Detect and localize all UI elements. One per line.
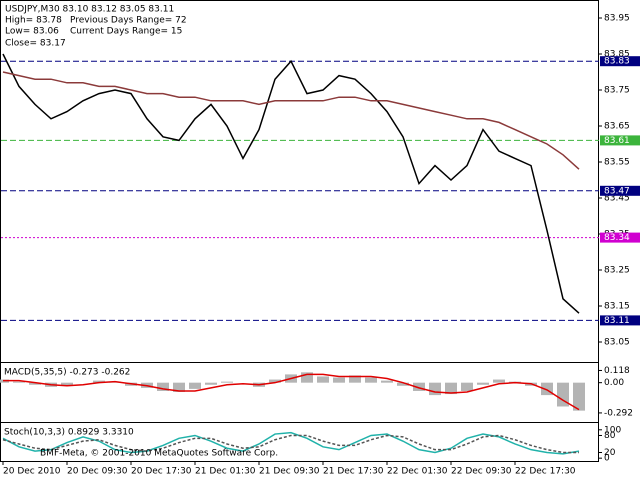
price-label: 83.47	[604, 186, 630, 196]
price-label: 83.83	[604, 57, 630, 67]
annotation: BMF-Meta, © 2001-2010 MetaQuotes Softwar…	[40, 449, 278, 459]
y-tick-label: -0.292	[604, 408, 633, 418]
y-tick-label: 83.95	[604, 14, 630, 24]
price-label-box	[600, 56, 640, 67]
y-tick-label: 0	[604, 454, 610, 464]
histogram-bar	[173, 382, 185, 392]
histogram-bar	[189, 382, 201, 389]
y-tick-label: 80	[604, 431, 616, 441]
histogram-bar	[413, 382, 425, 391]
x-tick-label: 21 Dec 09:30	[259, 467, 320, 477]
histogram-bar	[445, 382, 457, 395]
x-tick-label: 20 Dec 09:30	[67, 467, 128, 477]
price-label-box	[600, 185, 640, 196]
plot-frame	[0, 0, 599, 462]
annotation: Close= 83.17	[5, 39, 66, 49]
histogram-bar	[205, 382, 217, 385]
histogram-bar	[493, 379, 505, 383]
histogram-bar	[157, 382, 169, 391]
y-tick-label: 83.25	[604, 266, 630, 276]
histogram-bar	[301, 372, 313, 383]
histogram-bar	[397, 382, 409, 386]
indicator-title: Stoch(10,3,3) 0.8929 3.3310	[4, 428, 134, 438]
x-tick-label: 20 Dec 2010	[3, 467, 61, 477]
y-tick-label: 20	[604, 448, 616, 458]
y-tick-label: 83.75	[604, 86, 630, 96]
histogram-bar	[221, 381, 233, 383]
annotation: Previous Days Range= 72	[70, 16, 187, 26]
x-tick-label: 20 Dec 17:30	[131, 467, 192, 477]
price-label-box	[600, 315, 640, 326]
histogram-bar	[13, 381, 25, 383]
annotation: Current Days Range= 15	[70, 27, 182, 37]
annotation: High= 83.78	[5, 16, 62, 26]
y-tick-label: 83.85	[604, 50, 630, 60]
y-tick-label: 83.05	[604, 338, 630, 348]
price-label: 83.61	[604, 136, 630, 146]
x-tick-label: 21 Dec 17:30	[323, 467, 384, 477]
x-tick-label: 21 Dec 01:30	[195, 467, 256, 477]
y-tick-label: 83.45	[604, 194, 630, 204]
y-tick-label: 83.65	[604, 122, 630, 132]
series-line	[2, 53, 580, 314]
series-line	[2, 431, 580, 455]
histogram-bar	[365, 377, 377, 383]
histogram-bar	[333, 377, 345, 383]
histogram-bar	[269, 379, 281, 383]
histogram-bar	[93, 380, 105, 383]
price-label: 83.34	[604, 233, 630, 243]
annotation: Low= 83.06	[5, 27, 59, 37]
histogram-bar	[29, 382, 41, 385]
histogram-bar	[381, 380, 393, 383]
y-tick-label: 83.55	[604, 158, 630, 168]
histogram-bar	[461, 382, 473, 391]
y-tick-label: 100	[604, 425, 621, 435]
indicator-title: MACD(5,35,5) -0.273 -0.262	[4, 368, 130, 378]
series-line	[2, 434, 579, 454]
price-label-box	[600, 232, 640, 243]
y-tick-label: 83.15	[604, 302, 630, 312]
histogram-bar	[349, 375, 361, 383]
series-line	[3, 373, 580, 411]
y-tick-label: 0.00	[604, 378, 624, 388]
histogram-bar	[61, 382, 73, 386]
price-label: 83.11	[604, 316, 630, 326]
histogram-bar	[317, 376, 329, 383]
x-tick-label: 22 Dec 01:30	[387, 467, 448, 477]
x-tick-label: 22 Dec 17:30	[515, 467, 576, 477]
series-line	[2, 71, 580, 170]
price-label-box	[600, 135, 640, 146]
x-tick-label: 22 Dec 09:30	[451, 467, 512, 477]
histogram-bar	[477, 382, 489, 385]
histogram-bar	[429, 382, 441, 396]
histogram-bar	[557, 382, 569, 407]
y-tick-label: 0.118	[604, 366, 630, 376]
annotation: USDJPY,M30 83.10 83.12 83.05 83.11	[5, 5, 174, 15]
histogram-bar	[573, 382, 585, 411]
